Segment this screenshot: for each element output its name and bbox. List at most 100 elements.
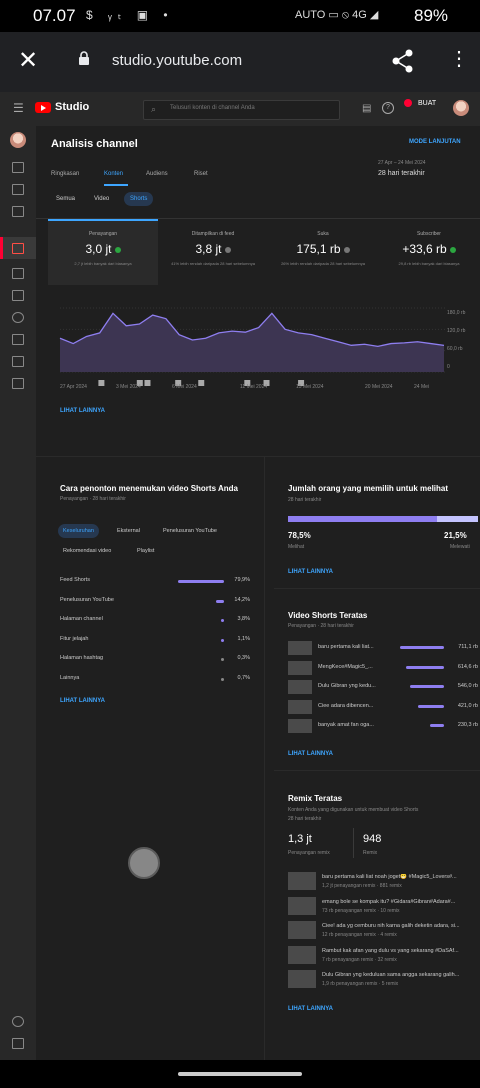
tab-research[interactable]: Riset (194, 171, 208, 177)
upload-marker[interactable] (263, 380, 270, 386)
views-bar (400, 646, 444, 649)
video-thumbnail (288, 719, 312, 733)
audio-library-icon[interactable] (12, 378, 24, 389)
chip-video[interactable]: Video (94, 196, 110, 202)
traffic-source-row: Halaman hashtag 0,3% (60, 655, 250, 665)
source-label: Lainnya (60, 674, 80, 681)
see-more-link[interactable]: LIHAT LAINNYA (60, 408, 105, 414)
date-period[interactable]: 28 hari terakhir (378, 170, 425, 177)
tab-overview[interactable]: Ringkasan (51, 171, 80, 177)
tab-content[interactable]: Konten (104, 171, 124, 177)
chose-title: Jumlah orang yang memilih untuk melihat (288, 484, 449, 493)
hamburger-menu-icon[interactable]: ☰ (13, 101, 24, 115)
top-short-row[interactable]: Dulu Gibran yng kedu... 546,0 rb (288, 680, 478, 694)
close-icon[interactable]: ✕ (18, 47, 39, 74)
subtitles-icon[interactable] (12, 290, 24, 301)
date-range[interactable]: 27 Apr – 24 Mei 2024 (378, 160, 426, 166)
dashboard-icon[interactable] (12, 162, 24, 173)
url-text[interactable]: studio.youtube.com (112, 52, 243, 69)
search-box[interactable]: ⌕ Telusuri konten di channel Anda (143, 100, 340, 120)
x-tick-label: 6 Mei 2024 (172, 384, 197, 390)
metric-subscribers[interactable]: Subscriber +33,6 rb 29,8 rb lebih banyak… (384, 231, 474, 267)
remix-video-title: baru pertama kali liat noah joget😁 #Magi… (322, 874, 457, 880)
top-short-row[interactable]: MengKece#Magic5_... 614,6 rb (288, 660, 478, 675)
video-thumbnail (288, 921, 316, 939)
upload-marker[interactable] (298, 380, 305, 386)
channel-avatar[interactable] (10, 132, 26, 148)
monetization-icon[interactable] (12, 334, 24, 345)
video-thumbnail (288, 660, 312, 675)
status-bar: 07.07 $ ᵧₜ ▣ • AUTO ▭ ⦸ 4G ◢ 89% (0, 0, 480, 32)
upload-marker[interactable] (144, 380, 151, 386)
see-more-link[interactable]: LIHAT LAINNYA (288, 751, 333, 757)
tab-audience[interactable]: Audiens (146, 171, 168, 177)
sidebar (0, 126, 36, 1060)
account-avatar[interactable] (453, 100, 469, 116)
home-indicator[interactable] (178, 1072, 302, 1076)
remix-row[interactable]: baru pertama kali liat noah joget😁 #Magi… (288, 872, 478, 896)
divider (36, 456, 480, 457)
touch-indicator (128, 847, 160, 879)
search-placeholder: Telusuri konten di channel Anda (170, 105, 255, 111)
video-title: Dulu Gibran yng kedu... (318, 683, 376, 689)
remix-row[interactable]: Rambut kak afan yang dulu vs yang sekara… (288, 945, 478, 970)
customization-icon[interactable] (12, 356, 24, 367)
create-button[interactable]: BUAT (404, 99, 436, 117)
studio-brand[interactable]: Studio (55, 101, 90, 113)
metric-likes[interactable]: Suka 175,1 rb 26% lebih rendah daripada … (278, 231, 368, 267)
pill-overall[interactable]: Keseluruhan (58, 524, 99, 538)
chose-progress (288, 516, 478, 522)
video-thumbnail (288, 872, 316, 890)
discovery-subtitle: Penayangan · 28 hari terakhir (60, 496, 126, 502)
remix-row[interactable]: Dulu Gibran yng keduluan sama angga seka… (288, 970, 478, 994)
top-short-row[interactable]: baru pertama kali liat... 711,1 rb (288, 641, 478, 655)
trend-up-icon (114, 246, 121, 253)
see-more-link[interactable]: LIHAT LAINNYA (288, 569, 333, 575)
feedback-icon[interactable]: ▤ (362, 103, 372, 114)
remix-row[interactable]: Ciee! ada yg cemburu nih karna galih dek… (288, 921, 478, 945)
viewed-pct: 78,5% (288, 531, 311, 540)
metric-label: Penayangan (88, 231, 118, 237)
chip-shorts[interactable]: Shorts (124, 192, 154, 206)
pill-suggested[interactable]: Rekomendasi video (63, 548, 112, 554)
remix-row[interactable]: emang bole se kompak itu? #Gidara#Gibran… (288, 896, 478, 921)
video-thumbnail (288, 699, 312, 714)
help-icon[interactable]: ? (382, 102, 394, 114)
views-chart[interactable] (48, 296, 460, 396)
sidebar-item-analytics[interactable] (0, 237, 36, 259)
more-options-icon[interactable]: ⋮ (449, 48, 469, 70)
upload-marker[interactable] (198, 380, 205, 386)
content-icon[interactable] (12, 184, 24, 195)
metric-views[interactable]: Penayangan 3,0 jt 2,7 jt lebih banyak da… (58, 231, 148, 267)
upload-marker[interactable] (175, 380, 182, 386)
comments-icon[interactable] (12, 268, 24, 279)
pill-youtube-search[interactable]: Penelusuran YouTube (163, 528, 217, 534)
advanced-mode-button[interactable]: MODE LANJUTAN (409, 139, 461, 145)
create-label: BUAT (418, 99, 437, 107)
metric-value: 3,0 jt (85, 242, 112, 256)
settings-icon[interactable] (12, 1016, 24, 1027)
copyright-icon[interactable] (12, 312, 24, 323)
gesture-bar (0, 1060, 480, 1088)
upload-marker[interactable] (244, 380, 251, 386)
metric-impressions[interactable]: Ditampilkan di feed 3,8 jt 41% lebih ren… (168, 231, 258, 267)
share-icon[interactable] (392, 49, 414, 73)
upload-marker[interactable] (98, 380, 105, 386)
pill-playlist[interactable]: Playlist (137, 548, 155, 554)
video-title: banyak amat fan oga... (318, 722, 374, 728)
top-short-row[interactable]: Ciee adara dibencen... 421,0 rb (288, 699, 478, 714)
see-more-link[interactable]: LIHAT LAINNYA (60, 698, 105, 704)
chose-subtitle: 28 hari terakhir (288, 497, 322, 503)
playlist-icon[interactable] (12, 206, 24, 217)
send-feedback-icon[interactable] (12, 1038, 24, 1049)
chip-all[interactable]: Semua (56, 196, 76, 202)
upload-marker[interactable] (136, 380, 143, 386)
pill-external[interactable]: Eksternal (117, 528, 140, 534)
youtube-logo[interactable] (35, 102, 51, 113)
source-label: Penelusuran YouTube (60, 596, 114, 603)
top-short-row[interactable]: banyak amat fan oga... 230,3 rb (288, 719, 478, 733)
metric-value: 3,8 jt (195, 242, 222, 256)
video-title: baru pertama kali liat... (318, 644, 374, 650)
skipped-pct: 21,5% (444, 531, 467, 540)
see-more-link[interactable]: LIHAT LAINNYA (288, 1006, 333, 1012)
